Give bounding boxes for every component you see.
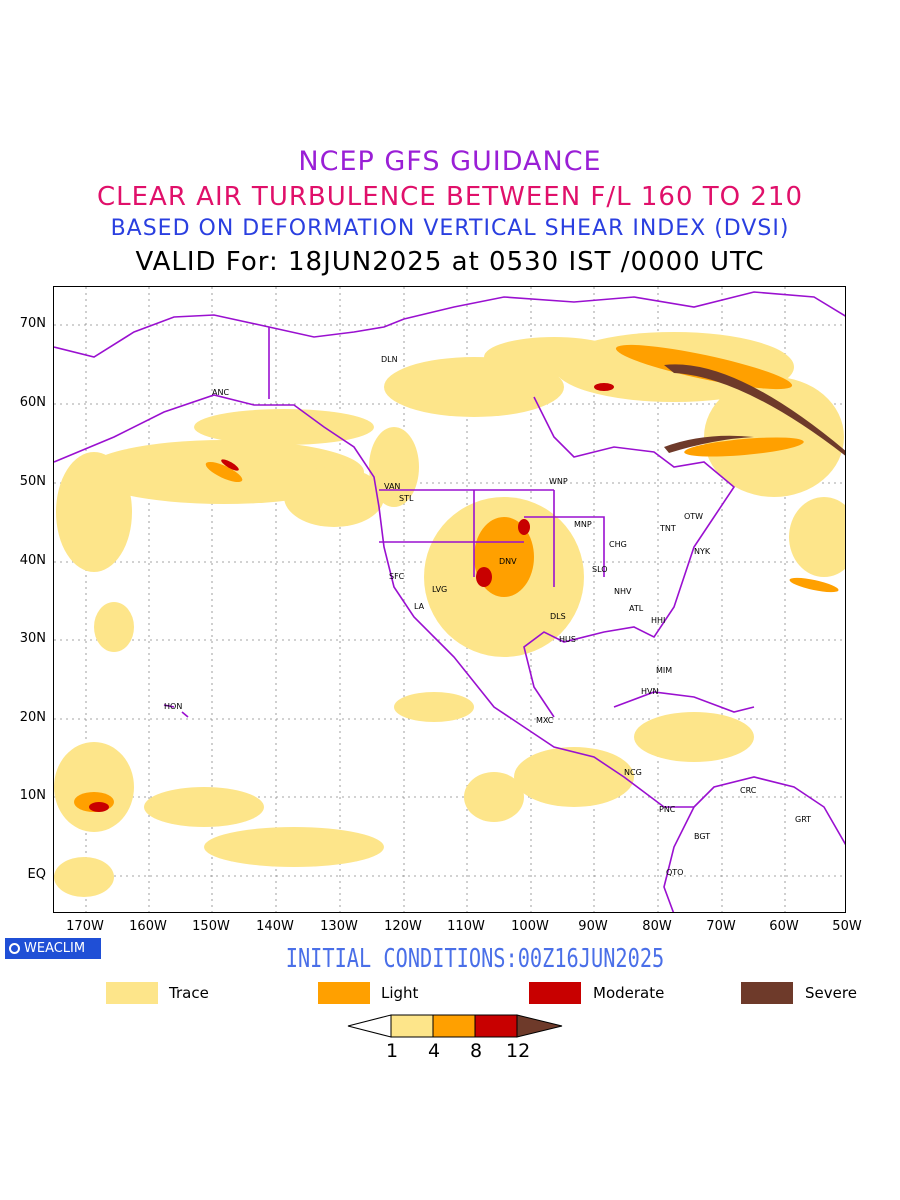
turbulence-map: DLN ANC VAN STL WNP MNP OTW TNT CHG NYK …: [54, 287, 845, 912]
station-MXC: MXC: [536, 716, 554, 725]
lon-label-100W: 100W: [511, 919, 549, 934]
station-NHV: NHV: [614, 587, 632, 596]
station-HVN: HVN: [641, 687, 658, 696]
title-product: CLEAR AIR TURBULENCE BETWEEN F/L 160 TO …: [96, 182, 804, 212]
station-HON: HON: [164, 702, 182, 711]
colorbar-under: [347, 1014, 392, 1038]
station-CHG: CHG: [609, 540, 627, 549]
title-method: BASED ON DEFORMATION VERTICAL SHEAR INDE…: [110, 216, 790, 241]
lat-label-50N: 50N: [19, 474, 46, 489]
logo-text: WEACLIM: [24, 941, 86, 956]
station-MIM: MIM: [656, 666, 672, 675]
colorbar: [347, 1014, 563, 1038]
colorbar-light: [432, 1014, 476, 1038]
colorbar-tick-1: 1: [386, 1040, 399, 1062]
legend-swatch-trace: [106, 982, 158, 1004]
station-DLN: DLN: [381, 355, 398, 364]
trace-areas: [54, 332, 845, 897]
station-HUS: HUS: [559, 635, 576, 644]
station-OTW: OTW: [684, 512, 703, 521]
station-GRT: GRT: [795, 815, 811, 824]
legend-swatch-severe: [741, 982, 793, 1004]
station-QTO: QTO: [666, 868, 683, 877]
lon-label-140W: 140W: [256, 919, 294, 934]
logo-ring-icon: [9, 943, 20, 954]
station-NCG: NCG: [624, 768, 642, 777]
lon-label-120W: 120W: [384, 919, 422, 934]
legend-label-moderate: Moderate: [593, 984, 665, 1002]
moderate-areas: [89, 383, 614, 812]
station-MNP: MNP: [574, 520, 592, 529]
legend-swatch-moderate: [529, 982, 581, 1004]
lon-label-170W: 170W: [66, 919, 104, 934]
station-HHI: HHI: [651, 616, 665, 625]
legend-swatch-light: [318, 982, 370, 1004]
station-SFC: SFC: [389, 572, 405, 581]
station-CRC: CRC: [740, 786, 757, 795]
lon-label-160W: 160W: [129, 919, 167, 934]
station-DLS: DLS: [550, 612, 566, 621]
station-VAN: VAN: [384, 482, 400, 491]
lat-label-40N: 40N: [19, 553, 46, 568]
initial-conditions: INITIAL CONDITIONS:00Z16JUN2025: [285, 944, 665, 974]
lon-label-50W: 50W: [832, 919, 862, 934]
colorbar-moderate: [474, 1014, 518, 1038]
legend-label-severe: Severe: [805, 984, 857, 1002]
station-BGT: BGT: [694, 832, 710, 841]
lat-label-EQ: EQ: [27, 867, 46, 882]
station-LVG: LVG: [432, 585, 447, 594]
lon-label-80W: 80W: [642, 919, 672, 934]
station-WNP: WNP: [549, 477, 568, 486]
colorbar-tick-12: 12: [506, 1040, 531, 1062]
station-ANC: ANC: [212, 388, 229, 397]
map-panel: DLN ANC VAN STL WNP MNP OTW TNT CHG NYK …: [53, 286, 846, 913]
lon-label-70W: 70W: [706, 919, 736, 934]
title-valid-time: VALID For: 18JUN2025 at 0530 IST /0000 U…: [135, 247, 765, 277]
station-NYK: NYK: [694, 547, 711, 556]
station-TNT: TNT: [659, 524, 676, 533]
station-DNV: DNV: [499, 557, 517, 566]
lat-label-60N: 60N: [19, 395, 46, 410]
colorbar-over: [516, 1014, 563, 1038]
colorbar-tick-8: 8: [470, 1040, 483, 1062]
station-PNC: PNC: [659, 805, 676, 814]
lon-label-90W: 90W: [578, 919, 608, 934]
legend-label-trace: Trace: [169, 984, 209, 1002]
lon-label-130W: 130W: [320, 919, 358, 934]
station-STL: STL: [399, 494, 414, 503]
title-model: NCEP GFS GUIDANCE: [298, 146, 602, 177]
station-labels: DLN ANC VAN STL WNP MNP OTW TNT CHG NYK …: [164, 355, 811, 877]
colorbar-tick-4: 4: [428, 1040, 441, 1062]
severe-areas: [664, 364, 845, 456]
legend-label-light: Light: [381, 984, 419, 1002]
weaclim-logo[interactable]: WEACLIM: [5, 938, 101, 959]
colorbar-trace: [390, 1014, 434, 1038]
lon-label-60W: 60W: [769, 919, 799, 934]
lon-label-150W: 150W: [192, 919, 230, 934]
station-LA: LA: [414, 602, 425, 611]
lat-label-30N: 30N: [19, 631, 46, 646]
coastlines: [54, 291, 845, 912]
lon-label-110W: 110W: [447, 919, 485, 934]
lat-label-70N: 70N: [19, 316, 46, 331]
lat-label-10N: 10N: [19, 788, 46, 803]
station-SLO: SLO: [592, 565, 608, 574]
station-ATL: ATL: [629, 604, 644, 613]
lat-label-20N: 20N: [19, 710, 46, 725]
